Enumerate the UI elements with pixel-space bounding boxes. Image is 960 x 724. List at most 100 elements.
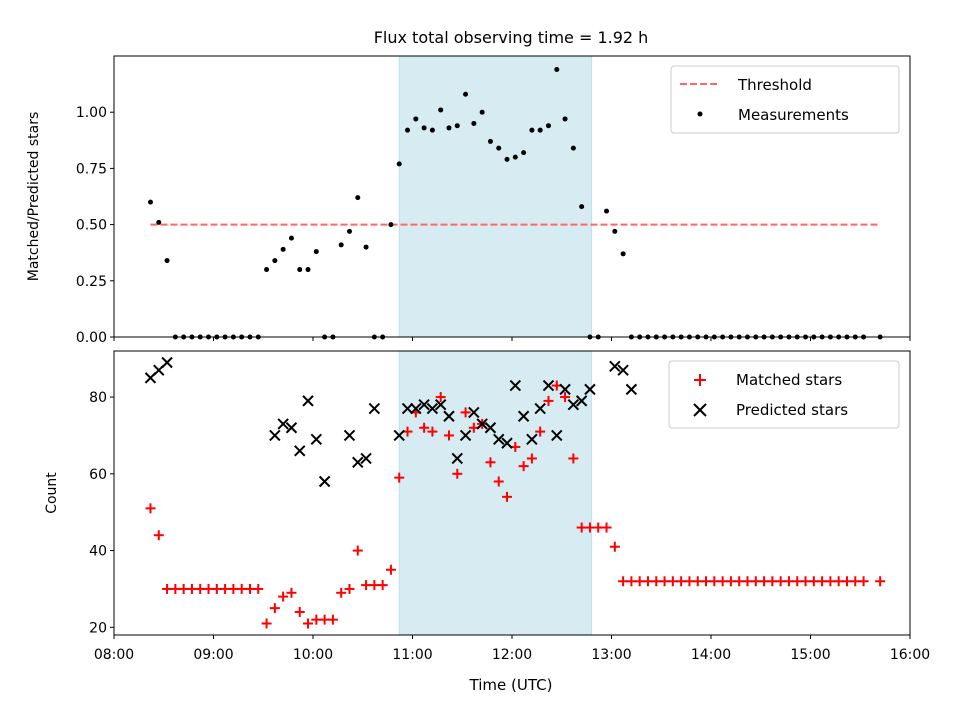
measurement-point xyxy=(454,123,460,129)
top-y-axis-label: Matched/Predicted stars xyxy=(26,112,42,282)
matched-star-point xyxy=(435,392,446,403)
legend-measurements-swatch xyxy=(697,111,703,117)
matched-star-point xyxy=(518,461,529,472)
measurement-point xyxy=(405,127,411,133)
predicted-star-point xyxy=(575,395,588,407)
matched-star-point xyxy=(261,618,272,629)
legend-matched-label: Matched stars xyxy=(736,371,842,389)
matched-star-point xyxy=(875,576,886,587)
x-tick-label: 15:00 xyxy=(790,647,830,663)
predicted-star-point xyxy=(625,383,638,396)
predicted-star-point xyxy=(277,418,289,430)
chart-title: Flux total observing time = 1.92 h xyxy=(374,28,649,47)
bottom-y-tick-label: 20 xyxy=(89,620,107,636)
predicted-star-point xyxy=(401,402,414,415)
matched-star-point xyxy=(427,426,438,437)
measurement-point xyxy=(396,161,402,167)
top-x-ticks xyxy=(113,337,911,341)
measurement-point xyxy=(438,107,444,113)
measurement-point xyxy=(570,145,576,151)
predicted-star-point xyxy=(269,429,281,442)
x-tick-label: 11:00 xyxy=(392,647,432,663)
matched-star-point xyxy=(278,591,289,602)
matched-star-point xyxy=(568,453,579,464)
measurement-point xyxy=(504,156,510,162)
matched-star-point xyxy=(858,576,869,587)
predicted-star-point xyxy=(584,383,596,396)
predicted-star-point xyxy=(609,360,621,373)
legend-threshold-label: Threshold xyxy=(737,76,812,94)
predicted-star-point xyxy=(517,410,530,422)
measurement-point xyxy=(604,208,610,214)
bottom-panel: 20 40 60 80 08:00 09:00 10:00 11:00 12:00 13:00 1… xyxy=(44,350,930,694)
top-observing-span xyxy=(398,55,593,338)
measurement-point xyxy=(562,116,568,122)
predicted-star-point xyxy=(426,402,439,415)
predicted-star-point xyxy=(534,402,546,415)
predicted-star-point xyxy=(509,379,522,392)
measurement-point xyxy=(164,258,170,264)
predicted-star-point xyxy=(526,433,538,445)
measurement-point xyxy=(313,249,319,255)
x-tick-label: 13:00 xyxy=(591,647,631,663)
predicted-star-point xyxy=(551,429,563,442)
predicted-star-point xyxy=(476,418,488,430)
measurement-point xyxy=(446,125,452,131)
x-tick-label: 08:00 xyxy=(94,647,134,663)
matched-star-point xyxy=(609,541,620,552)
predicted-star-point xyxy=(617,364,629,376)
top-y-tick-label: 1.00 xyxy=(76,105,107,121)
predicted-star-point xyxy=(310,433,323,445)
predicted-star-point xyxy=(567,399,580,411)
bottom-y-tick-label: 80 xyxy=(89,390,107,406)
bottom-y-axis: 20 40 60 80 xyxy=(89,390,114,636)
top-y-tick-label: 0.75 xyxy=(76,161,107,177)
matched-star-point xyxy=(294,606,305,617)
top-y-axis: 0.00 0.25 0.50 0.75 1.00 xyxy=(76,105,114,346)
measurement-point xyxy=(388,222,394,228)
x-tick-label: 16:00 xyxy=(890,647,930,663)
matched-star-point xyxy=(543,395,554,406)
top-legend-box xyxy=(670,65,900,134)
top-legend: Threshold Measurements xyxy=(670,65,900,134)
measurement-point xyxy=(487,138,493,144)
matched-star-point xyxy=(352,545,363,556)
measurement-point xyxy=(612,228,618,234)
measurement-point xyxy=(346,228,352,234)
predicted-star-point xyxy=(451,452,463,465)
legend-predicted-swatch xyxy=(693,403,707,417)
predicted-star-point xyxy=(468,406,480,419)
measurement-point xyxy=(264,267,270,273)
matched-star-point xyxy=(535,426,546,437)
x-tick-label: 09:00 xyxy=(193,647,233,663)
measurement-point xyxy=(297,267,303,273)
measurement-point xyxy=(156,219,162,225)
matched-star-point xyxy=(526,453,537,464)
matched-star-point xyxy=(419,422,430,433)
measurement-point xyxy=(413,116,419,122)
measurement-point xyxy=(512,154,518,160)
predicted-star-point xyxy=(484,422,497,434)
matched-star-point xyxy=(601,522,612,533)
bottom-legend-box xyxy=(668,360,900,429)
matched-star-point xyxy=(327,614,338,625)
predicted-star-point xyxy=(410,402,422,415)
predicted-star-point xyxy=(493,433,505,445)
predicted-star-point xyxy=(161,356,173,369)
matched-star-point xyxy=(452,468,463,479)
measurement-point xyxy=(338,242,344,248)
measurement-point xyxy=(363,244,369,250)
measurement-point xyxy=(305,267,311,273)
predicted-star-point xyxy=(294,445,306,457)
predicted-star-point xyxy=(302,395,314,407)
x-axis-label: Time (UTC) xyxy=(469,676,553,694)
legend-matched-swatch xyxy=(694,374,706,386)
top-y-tick-label: 0.00 xyxy=(76,330,107,346)
matched-star-point xyxy=(253,583,264,594)
predicted-star-point xyxy=(542,379,555,392)
matched-star-point xyxy=(560,392,571,403)
measurement-point xyxy=(479,109,485,115)
matched-star-point xyxy=(443,430,454,441)
measurement-point xyxy=(496,145,502,151)
